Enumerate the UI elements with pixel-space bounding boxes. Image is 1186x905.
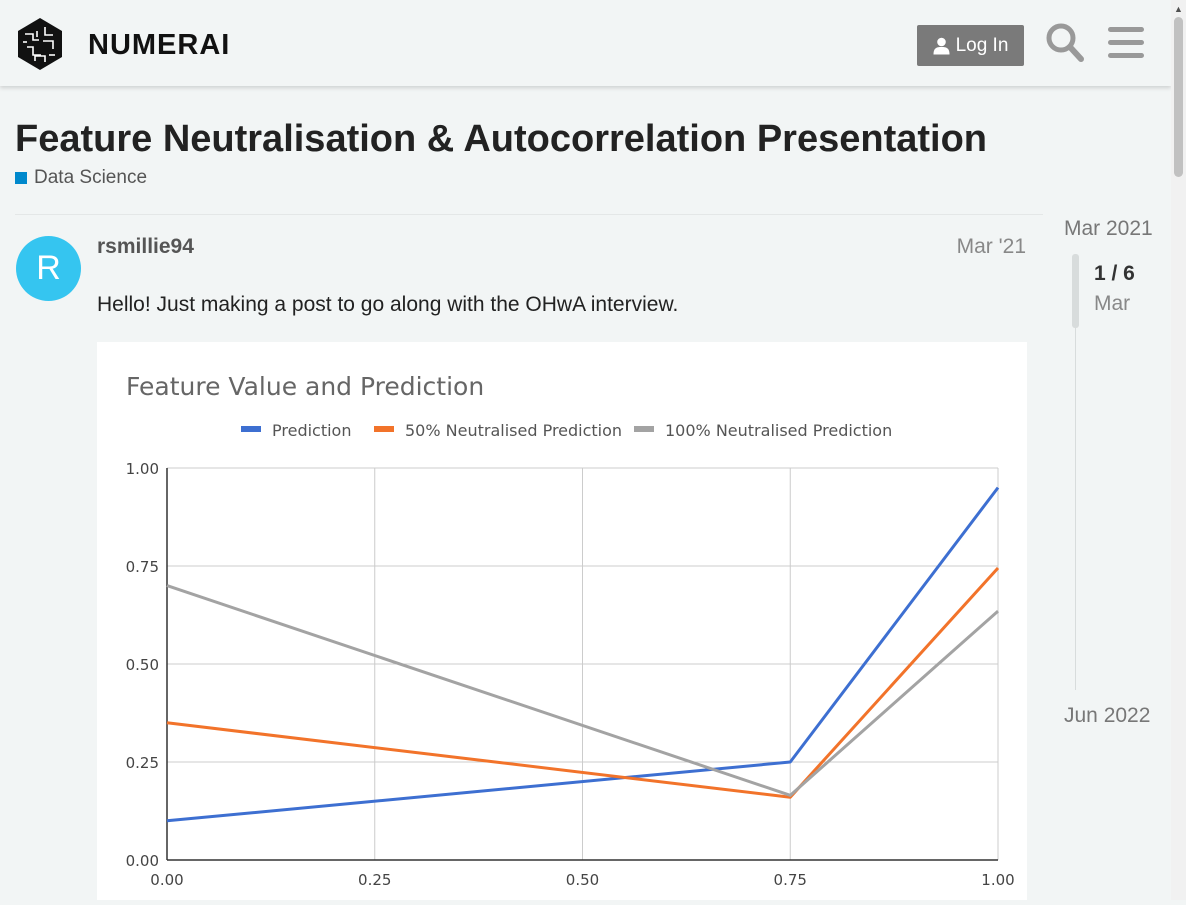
menu-icon[interactable] bbox=[1108, 26, 1144, 60]
category-label: Data Science bbox=[34, 167, 148, 188]
avatar[interactable]: R bbox=[16, 236, 81, 301]
x-tick-label: 0.25 bbox=[358, 871, 391, 889]
chart-series bbox=[166, 486, 1000, 823]
series-line bbox=[166, 566, 1000, 799]
x-tick-label: 1.00 bbox=[981, 871, 1014, 889]
page-scrollbar[interactable] bbox=[1171, 0, 1186, 900]
site-header: NUMERAI Log In bbox=[0, 0, 1171, 86]
post-body-text: Hello! Just making a post to go along wi… bbox=[97, 293, 679, 316]
timeline-month: Mar bbox=[1094, 292, 1131, 315]
legend-swatch bbox=[241, 426, 261, 432]
y-tick-label: 0.00 bbox=[126, 852, 159, 870]
legend-swatch bbox=[374, 426, 394, 432]
x-tick-label: 0.75 bbox=[774, 871, 807, 889]
x-tick-label: 0.00 bbox=[150, 871, 183, 889]
chart-image[interactable]: Feature Value and Prediction Prediction 5… bbox=[97, 342, 1027, 900]
y-tick-label: 0.25 bbox=[126, 754, 159, 772]
search-icon[interactable] bbox=[1045, 22, 1085, 64]
y-tick-label: 0.75 bbox=[126, 558, 159, 576]
logo-text: NUMERAI bbox=[88, 29, 231, 61]
chart-ticks: 0.00 0.25 0.50 0.75 1.00 0.00 0.25 0.50 0.75 1.00 bbox=[126, 460, 1015, 889]
timeline-track[interactable] bbox=[1075, 254, 1076, 690]
topic-title[interactable]: Feature Neutralisation & Autocorrelation… bbox=[15, 118, 987, 160]
series-line bbox=[166, 584, 999, 797]
timeline-handle[interactable] bbox=[1072, 254, 1079, 328]
x-tick-label: 0.50 bbox=[566, 871, 599, 889]
chart-grid bbox=[166, 467, 999, 861]
legend-label: 50% Neutralised Prediction bbox=[405, 421, 622, 440]
y-tick-label: 0.50 bbox=[126, 656, 159, 674]
legend-label: 100% Neutralised Prediction bbox=[665, 421, 892, 440]
scroll-thumb[interactable] bbox=[1174, 17, 1183, 177]
post-username[interactable]: rsmillie94 bbox=[97, 235, 194, 258]
timeline-start-date[interactable]: Mar 2021 bbox=[1064, 217, 1153, 240]
numerai-logo-icon bbox=[18, 18, 62, 70]
category-badge[interactable]: Data Science bbox=[15, 167, 147, 189]
user-icon bbox=[933, 37, 950, 54]
post-date[interactable]: Mar '21 bbox=[956, 235, 1026, 258]
legend-label: Prediction bbox=[272, 421, 351, 440]
series-line bbox=[166, 486, 1000, 823]
divider bbox=[15, 214, 1043, 215]
timeline-position: 1 / 6 bbox=[1094, 262, 1135, 285]
legend-swatch bbox=[634, 426, 654, 432]
chart-title: Feature Value and Prediction bbox=[126, 372, 484, 401]
y-tick-label: 1.00 bbox=[126, 460, 159, 478]
scroll-up-arrow-icon[interactable]: ▲ bbox=[1174, 4, 1183, 14]
chart-axes bbox=[166, 468, 998, 861]
login-label: Log In bbox=[955, 34, 1009, 56]
category-color-swatch bbox=[15, 172, 27, 184]
numerai-logo[interactable]: NUMERAI bbox=[15, 17, 229, 71]
login-button[interactable]: Log In bbox=[917, 25, 1024, 66]
line-chart: Feature Value and Prediction Prediction 5… bbox=[126, 372, 1015, 889]
chart-legend: Prediction 50% Neutralised Prediction 100%… bbox=[241, 421, 892, 440]
timeline-end-date[interactable]: Jun 2022 bbox=[1064, 704, 1151, 727]
